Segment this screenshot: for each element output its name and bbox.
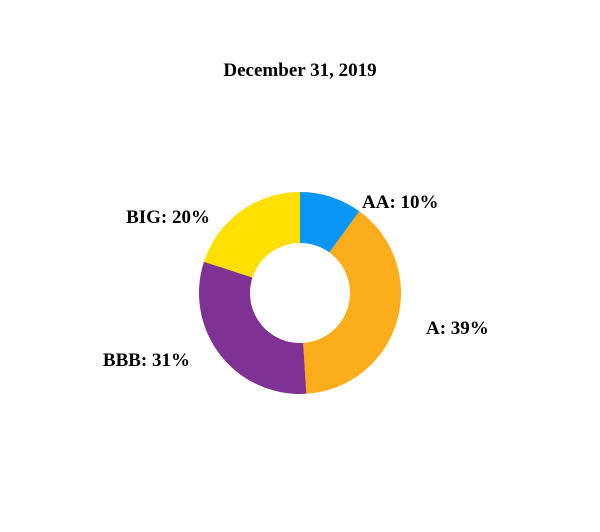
labels-group: AA: 10% A: 39% BBB: 31% BIG: 20% bbox=[103, 192, 489, 371]
slice-bbb bbox=[199, 261, 307, 394]
slice-label-aa: AA: 10% bbox=[362, 192, 439, 213]
slice-label-a: A: 39% bbox=[426, 318, 489, 339]
slice-aa bbox=[300, 192, 360, 253]
slice-big bbox=[203, 192, 300, 278]
slices-group bbox=[199, 192, 401, 394]
chart-title: December 31, 2019 bbox=[223, 60, 377, 81]
slice-a bbox=[303, 211, 401, 394]
slice-label-big: BIG: 20% bbox=[126, 207, 210, 228]
slice-label-bbb: BBB: 31% bbox=[103, 350, 190, 371]
